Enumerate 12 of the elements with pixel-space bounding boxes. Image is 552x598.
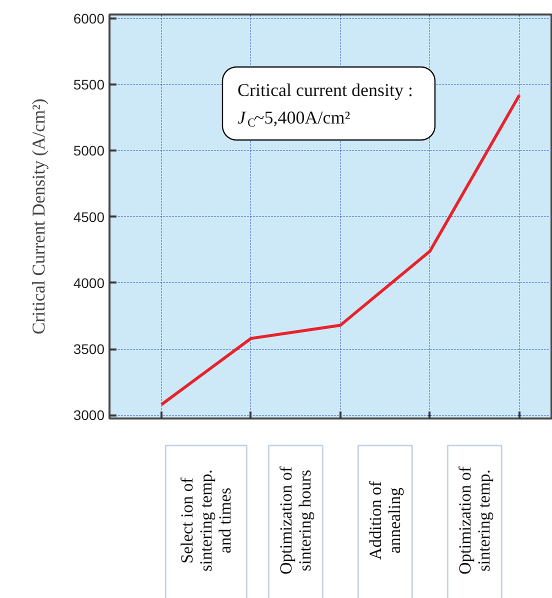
- y-tick-label: 3500: [73, 341, 105, 358]
- y-tick-label: 5000: [73, 142, 105, 159]
- text: Optimization of sintering hours: [276, 466, 315, 575]
- y-tick-label: 3000: [73, 407, 105, 424]
- y-tick-label: 6000: [73, 10, 105, 26]
- text: Select ion of sintering temp. and times: [178, 470, 235, 572]
- y-tick-label: 5500: [73, 76, 105, 93]
- y-tick-label: 4500: [73, 208, 105, 225]
- text: Addition of annealing: [366, 480, 404, 560]
- y-tick-label: 4000: [73, 274, 105, 291]
- text: Optimization of sintering temp.: [456, 466, 494, 575]
- y-axis-title: Critical Current Density (A/cm²): [28, 98, 48, 334]
